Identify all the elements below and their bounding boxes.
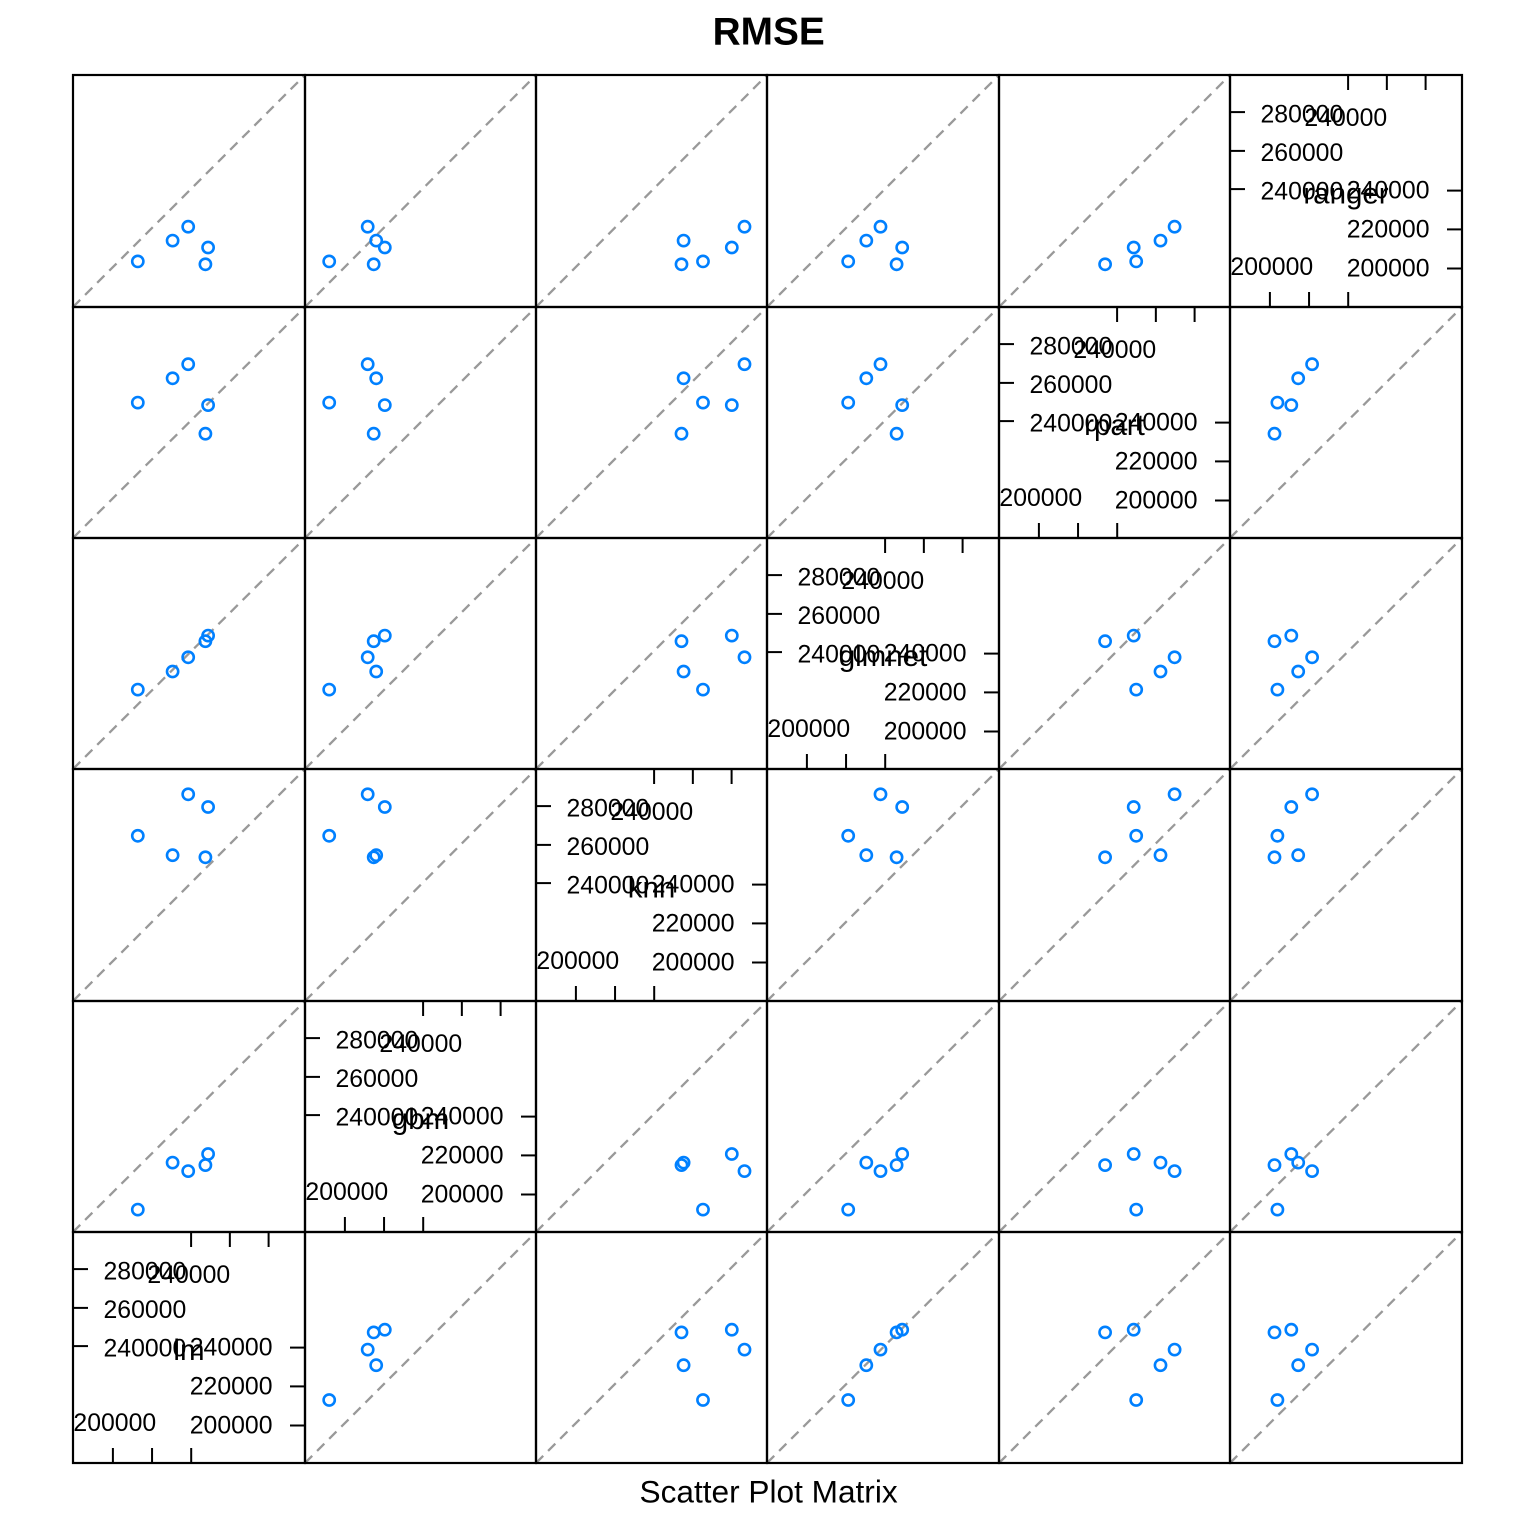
svg-text:200000: 200000 <box>1115 488 1198 515</box>
svg-text:240000: 240000 <box>1304 105 1387 132</box>
svg-text:240000: 240000 <box>1115 410 1198 437</box>
svg-text:200000: 200000 <box>305 1179 388 1206</box>
svg-text:200000: 200000 <box>421 1182 504 1209</box>
svg-text:glmnet: glmnet <box>839 640 928 673</box>
svg-text:240000: 240000 <box>567 872 650 899</box>
svg-text:240000: 240000 <box>841 568 924 595</box>
svg-text:240000: 240000 <box>421 1104 504 1131</box>
svg-text:200000: 200000 <box>652 950 735 977</box>
svg-text:Scatter Plot Matrix: Scatter Plot Matrix <box>640 1474 898 1510</box>
svg-text:260000: 260000 <box>1261 140 1344 167</box>
svg-text:260000: 260000 <box>336 1066 419 1093</box>
svg-text:240000: 240000 <box>190 1335 273 1362</box>
svg-text:200000: 200000 <box>536 948 619 975</box>
svg-text:280000: 280000 <box>1261 101 1344 128</box>
svg-text:200000: 200000 <box>999 485 1082 512</box>
svg-text:220000: 220000 <box>884 679 967 706</box>
svg-text:280000: 280000 <box>1030 333 1113 360</box>
svg-text:240000: 240000 <box>652 872 735 899</box>
svg-text:200000: 200000 <box>767 716 850 743</box>
svg-text:240000: 240000 <box>884 641 967 668</box>
svg-text:240000: 240000 <box>104 1335 187 1362</box>
svg-text:280000: 280000 <box>567 795 650 822</box>
svg-text:lm: lm <box>173 1334 204 1367</box>
svg-text:220000: 220000 <box>421 1142 504 1169</box>
svg-text:220000: 220000 <box>190 1373 273 1400</box>
svg-text:260000: 260000 <box>1030 372 1113 399</box>
svg-text:280000: 280000 <box>336 1027 419 1054</box>
svg-text:240000: 240000 <box>379 1031 462 1058</box>
svg-text:240000: 240000 <box>1347 178 1430 205</box>
svg-text:200000: 200000 <box>1347 256 1430 283</box>
svg-text:260000: 260000 <box>567 834 650 861</box>
svg-text:260000: 260000 <box>798 603 881 630</box>
svg-text:240000: 240000 <box>336 1104 419 1131</box>
svg-text:240000: 240000 <box>1030 410 1113 437</box>
svg-text:240000: 240000 <box>610 799 693 826</box>
svg-text:220000: 220000 <box>1347 216 1430 243</box>
svg-text:240000: 240000 <box>1073 337 1156 364</box>
svg-text:gbm: gbm <box>392 1103 449 1136</box>
svg-text:knn: knn <box>628 872 676 905</box>
svg-text:260000: 260000 <box>104 1297 187 1324</box>
svg-text:200000: 200000 <box>190 1413 273 1440</box>
svg-text:240000: 240000 <box>1261 178 1344 205</box>
svg-text:200000: 200000 <box>884 719 967 746</box>
svg-text:rpart: rpart <box>1084 409 1145 442</box>
svg-text:ranger: ranger <box>1303 178 1388 211</box>
svg-text:240000: 240000 <box>147 1262 230 1289</box>
svg-text:RMSE: RMSE <box>713 10 825 53</box>
svg-text:200000: 200000 <box>73 1410 156 1437</box>
svg-text:280000: 280000 <box>104 1258 187 1285</box>
svg-text:220000: 220000 <box>1115 448 1198 475</box>
svg-text:240000: 240000 <box>798 641 881 668</box>
svg-text:220000: 220000 <box>652 910 735 937</box>
svg-text:280000: 280000 <box>798 564 881 591</box>
svg-text:200000: 200000 <box>1230 254 1313 281</box>
